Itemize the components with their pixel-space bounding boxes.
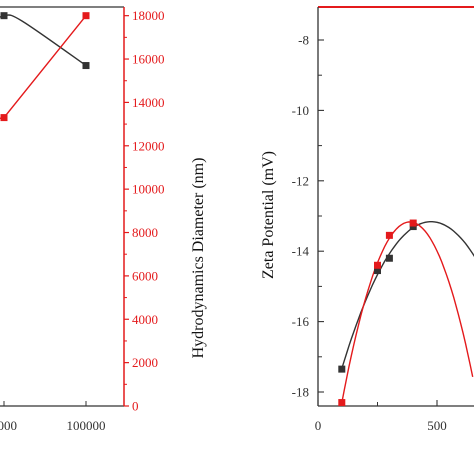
red-zeta-point xyxy=(409,219,417,227)
right-y-tick-label: 14000 xyxy=(132,95,165,110)
zeta-y-axis-title: Zeta Potential (mV) xyxy=(260,151,277,279)
black-zeta-point xyxy=(374,267,381,275)
zeta-x-tick-label: 0 xyxy=(315,418,322,433)
left-x-tick-label: 100000 xyxy=(67,418,106,433)
right-y-tick-label: 10000 xyxy=(132,182,165,197)
zeta-y-tick-label: -18 xyxy=(292,385,309,400)
zeta-y-tick-label: -10 xyxy=(292,103,309,118)
right-y-tick-label: 6000 xyxy=(132,268,158,283)
left-x-tick-label: 0000 xyxy=(0,418,17,433)
red-zeta-point xyxy=(385,231,393,239)
red-zeta-point xyxy=(338,399,346,407)
black-series-point xyxy=(82,62,90,70)
zeta-y-tick-label: -16 xyxy=(292,314,310,329)
right-y-axis-title: Hydrodynamics Diameter (nm) xyxy=(190,158,207,359)
zeta-y-tick-label: -14 xyxy=(292,244,310,259)
black-zeta-point xyxy=(385,254,393,262)
red-series-line xyxy=(0,15,87,119)
black-zeta-point xyxy=(409,223,417,231)
left-chart-panel: 0000 100000 0 2000 4000 6000 8000 10000 12000 140… xyxy=(0,6,207,433)
black-zeta-point xyxy=(338,365,346,373)
right-y-tick-label: 12000 xyxy=(132,138,165,153)
right-y-tick-label: 8000 xyxy=(132,225,158,240)
right-y-tick-label: 18000 xyxy=(132,8,165,23)
right-chart-panel: -8 -10 -12 -14 -16 -18 0 500 Zeta Potential (mV) xyxy=(260,6,474,433)
zeta-y-tick-label: -12 xyxy=(292,173,309,188)
red-fit-curve xyxy=(341,221,474,404)
red-series-point xyxy=(0,114,8,122)
red-series-point xyxy=(82,12,90,20)
black-series-point xyxy=(0,12,8,20)
right-y-tick-label: 2000 xyxy=(132,355,158,370)
zeta-y-tick-label: -8 xyxy=(298,33,309,48)
black-fit-curve xyxy=(341,221,474,369)
right-y-tick-label: 0 xyxy=(132,399,139,414)
right-y-tick-label: 16000 xyxy=(132,52,165,67)
red-zeta-point xyxy=(374,261,381,269)
right-y-tick-label: 4000 xyxy=(132,312,158,327)
zeta-x-tick-label: 500 xyxy=(427,418,447,433)
black-series-line xyxy=(0,14,87,67)
